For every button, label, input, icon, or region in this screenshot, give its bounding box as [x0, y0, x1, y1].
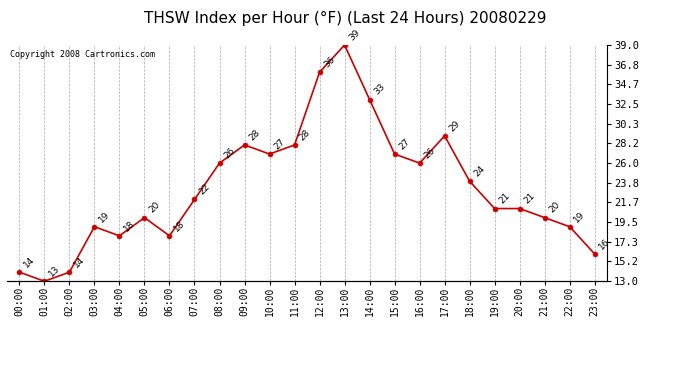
- Text: 27: 27: [397, 137, 412, 151]
- Text: 18: 18: [172, 219, 187, 233]
- Text: 22: 22: [197, 182, 212, 197]
- Text: 20: 20: [147, 201, 161, 215]
- Text: 21: 21: [522, 191, 537, 206]
- Text: 36: 36: [322, 55, 337, 69]
- Text: 21: 21: [497, 191, 512, 206]
- Text: Copyright 2008 Cartronics.com: Copyright 2008 Cartronics.com: [10, 50, 155, 59]
- Text: 39: 39: [347, 28, 362, 42]
- Text: 14: 14: [22, 255, 37, 269]
- Text: 24: 24: [473, 164, 486, 178]
- Text: 19: 19: [97, 210, 112, 224]
- Text: 28: 28: [247, 128, 262, 142]
- Text: 26: 26: [422, 146, 437, 160]
- Text: 27: 27: [273, 137, 287, 151]
- Text: 18: 18: [122, 219, 137, 233]
- Text: 29: 29: [447, 118, 462, 133]
- Text: 19: 19: [573, 210, 587, 224]
- Text: 14: 14: [72, 255, 87, 269]
- Text: 28: 28: [297, 128, 312, 142]
- Text: 33: 33: [373, 82, 387, 97]
- Text: 16: 16: [598, 237, 612, 251]
- Text: 20: 20: [547, 201, 562, 215]
- Text: 26: 26: [222, 146, 237, 160]
- Text: THSW Index per Hour (°F) (Last 24 Hours) 20080229: THSW Index per Hour (°F) (Last 24 Hours)…: [144, 11, 546, 26]
- Text: 13: 13: [47, 264, 61, 279]
